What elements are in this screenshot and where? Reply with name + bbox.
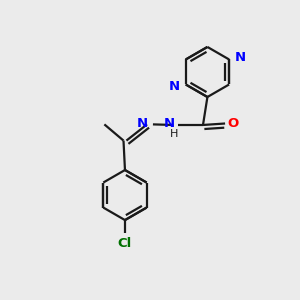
Text: N: N (169, 80, 180, 93)
Text: N: N (136, 117, 148, 130)
Text: H: H (170, 129, 178, 139)
Text: Cl: Cl (118, 237, 132, 250)
Text: N: N (234, 51, 245, 64)
Text: N: N (163, 117, 174, 130)
Text: O: O (227, 117, 239, 130)
